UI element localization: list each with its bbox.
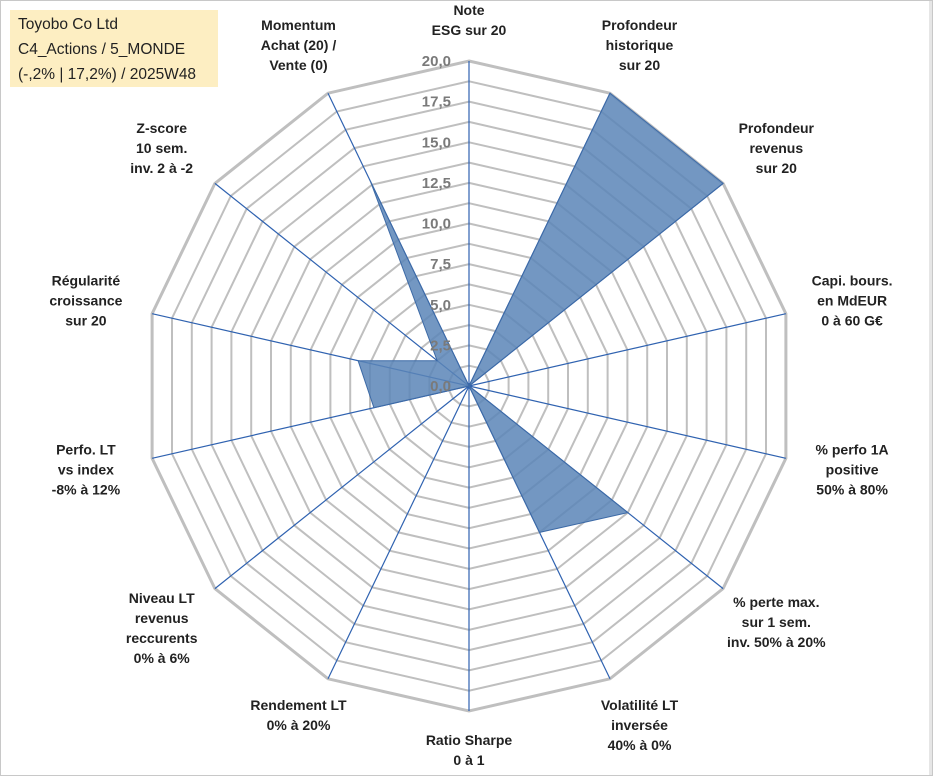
axis-label: Ratio Sharpe 0 à 1 xyxy=(426,732,513,768)
scrollbar[interactable] xyxy=(929,1,932,775)
tick-label: 17,5 xyxy=(422,94,451,111)
axis-label-line: sur 20 xyxy=(65,312,106,328)
period-label: (-,2% | 17,2%) / 2025W48 xyxy=(18,66,197,83)
axis-spoke xyxy=(214,182,470,387)
tick-label: 5,0 xyxy=(430,297,451,314)
company-name: Toyobo Co Ltd xyxy=(18,16,118,33)
axis-label-line: positive xyxy=(826,462,879,478)
info-box: Toyobo Co Ltd C4_Actions / 5_MONDE (-,2%… xyxy=(10,10,218,87)
axis-label-line: historique xyxy=(606,37,674,53)
axis-label: Profondeur historique sur 20 xyxy=(602,17,678,73)
tick-layer: 0,0 2,5 5,0 7,5 10,0 12,5 15,0 17,5 20,0 xyxy=(422,53,451,395)
axis-label-line: Volatilité LT xyxy=(601,697,679,713)
axis-label-line: Niveau LT xyxy=(129,590,195,606)
axis-label-line: ESG sur 20 xyxy=(432,22,507,38)
axis-label-line: inversée xyxy=(611,717,668,733)
tick-label: 20,0 xyxy=(422,53,451,70)
axis-label-line: Profondeur xyxy=(739,120,815,136)
axis-label-line: Rendement LT xyxy=(250,697,347,713)
axis-label-line: revenus xyxy=(749,140,803,156)
axis-label-line: 50% à 80% xyxy=(816,482,888,498)
axis-label: % perte max. sur 1 sem. inv. 50% à 20% xyxy=(727,594,826,650)
axis-label: Rendement LT 0% à 20% xyxy=(250,697,347,733)
axis-label-line: inv. 2 à -2 xyxy=(130,160,193,176)
tick-label: 0,0 xyxy=(430,378,451,395)
axis-label-line: Achat (20) / xyxy=(261,37,337,53)
axis-label-line: % perte max. xyxy=(733,594,819,610)
axis-label-line: croissance xyxy=(49,292,122,308)
tick-label: 12,5 xyxy=(422,175,451,192)
axis-label-line: revenus xyxy=(135,610,189,626)
axis-label-line: Z-score xyxy=(136,120,187,136)
axis-label-line: Vente (0) xyxy=(269,57,327,73)
axis-label-line: sur 20 xyxy=(619,57,660,73)
axis-spoke xyxy=(468,385,787,459)
axis-label: Niveau LT revenus reccurents 0% à 6% xyxy=(126,590,198,666)
axis-label-line: 10 sem. xyxy=(136,140,187,156)
label-layer: Note ESG sur 20 Profondeur historique sur 20… xyxy=(49,2,892,768)
axis-label-line: 0% à 6% xyxy=(134,650,191,666)
axis-label-line: 0 à 1 xyxy=(453,752,484,768)
axis-label-line: Régularité xyxy=(52,272,121,288)
series-area xyxy=(357,92,724,533)
axis-label: Perfo. LT vs index -8% à 12% xyxy=(52,442,121,498)
axis-label: Z-score 10 sem. inv. 2 à -2 xyxy=(130,120,193,176)
series-layer xyxy=(357,92,724,533)
axis-label-line: -8% à 12% xyxy=(52,482,121,498)
axis-label-line: vs index xyxy=(58,462,114,478)
axis-label-line: inv. 50% à 20% xyxy=(727,634,826,650)
axis-label: Profondeur revenus sur 20 xyxy=(739,120,815,176)
portfolio-name: C4_Actions / 5_MONDE xyxy=(18,41,186,58)
axis-label-line: Capi. bours. xyxy=(812,272,893,288)
axis-label-line: sur 20 xyxy=(756,160,797,176)
axis-label-line: 40% à 0% xyxy=(608,737,672,753)
axis-label-line: sur 1 sem. xyxy=(742,614,811,630)
axis-label-line: % perfo 1A xyxy=(816,442,889,458)
axis-spoke xyxy=(214,385,470,590)
axis-label-line: Perfo. LT xyxy=(56,442,116,458)
axis-label: Note ESG sur 20 xyxy=(432,2,507,38)
axis-label-line: 0% à 20% xyxy=(267,717,331,733)
axis-label-line: Profondeur xyxy=(602,17,678,33)
tick-label: 15,0 xyxy=(422,134,451,151)
axis-label-line: reccurents xyxy=(126,630,198,646)
axis-spoke xyxy=(468,313,787,387)
axis-label: % perfo 1A positive 50% à 80% xyxy=(816,442,889,498)
axis-label: Momentum Achat (20) / Vente (0) xyxy=(261,17,337,73)
axis-label-line: Note xyxy=(453,2,484,18)
axis-label-line: en MdEUR xyxy=(817,292,887,308)
axis-label-line: Ratio Sharpe xyxy=(426,732,513,748)
axis-spoke xyxy=(327,385,470,680)
tick-label: 10,0 xyxy=(422,216,451,233)
axis-label: Volatilité LT inversée 40% à 0% xyxy=(601,697,679,753)
axis-label-line: Momentum xyxy=(261,17,336,33)
tick-label: 2,5 xyxy=(430,337,451,354)
axis-label-line: 0 à 60 G€ xyxy=(821,312,883,328)
axis-label: Régularité croissance sur 20 xyxy=(49,272,122,328)
tick-label: 7,5 xyxy=(430,256,451,273)
axis-label: Capi. bours. en MdEUR 0 à 60 G€ xyxy=(812,272,893,328)
